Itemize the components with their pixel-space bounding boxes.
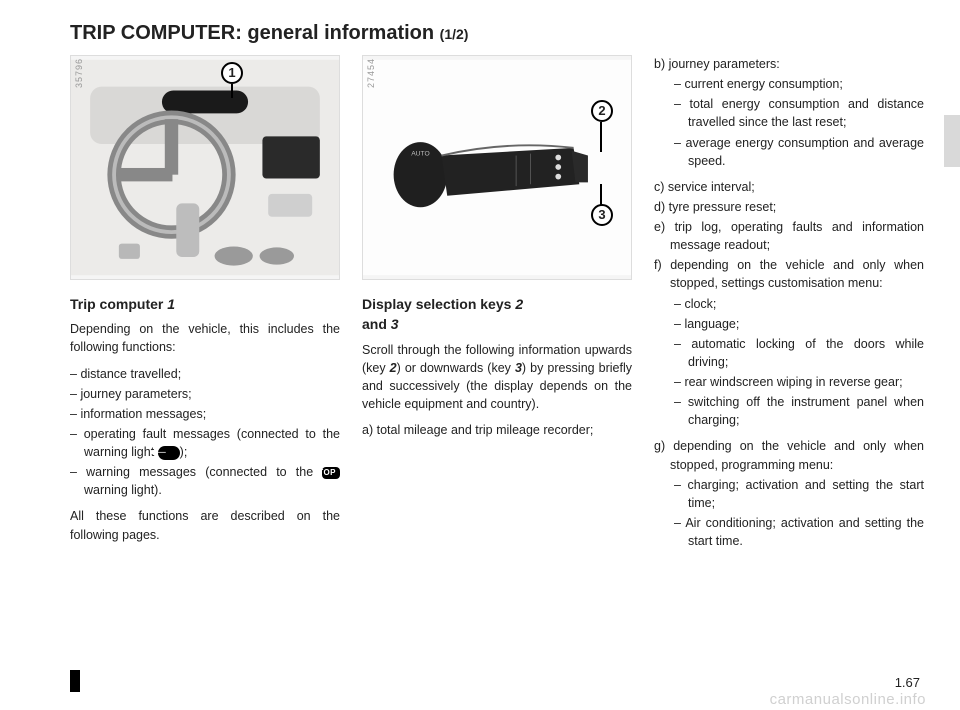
list-item: Air conditioning; activation and setting…: [674, 514, 924, 550]
columns: 35796 1: [70, 55, 924, 558]
col1-heading: Trip computer 1: [70, 294, 340, 314]
col2-list: a) total mileage and trip mileage re­cor…: [362, 421, 632, 439]
title-main: TRIP COMPUTER: general information: [70, 22, 440, 44]
li-text: warning messages (connected to the: [86, 465, 322, 479]
h-text: and: [362, 316, 391, 332]
h-num: 3: [391, 316, 399, 332]
watermark: carmanualsonline.info: [770, 691, 926, 708]
list-item: b) journey parameters: current energy co…: [654, 55, 924, 170]
li-text: warning light).: [84, 483, 162, 497]
manual-page: TRIP COMPUTER: general information (1/2)…: [0, 0, 960, 710]
h-text: Display selection keys: [362, 296, 515, 312]
list-item: c) service interval;: [654, 178, 924, 196]
list-item: language;: [674, 315, 924, 333]
list-item: g) depending on the vehicle and only whe…: [654, 437, 924, 550]
stop-icon: STOP: [322, 467, 340, 479]
list-item: rear windscreen wiping in reverse gear;: [674, 373, 924, 391]
col2-heading: Display selection keys 2 and 3: [362, 294, 632, 335]
li-text: operating fault messages (con­nected to …: [84, 427, 340, 459]
list-item: average energy consumption and average s…: [674, 134, 924, 170]
title-sub: (1/2): [440, 26, 469, 42]
h-num: 2: [515, 296, 523, 312]
key-ref: 3: [515, 361, 522, 375]
col1-outro: All these functions are described on the…: [70, 507, 340, 543]
list-item: operating fault messages (con­nected to …: [70, 425, 340, 461]
footer-mark: [70, 670, 80, 692]
callout-3: 3: [591, 204, 613, 226]
col1-heading-text: Trip computer: [70, 296, 167, 312]
li-text: );: [180, 445, 188, 459]
list-item: clock;: [674, 295, 924, 313]
p-text: ) or downwards (key: [397, 361, 515, 375]
section-tab: [944, 115, 960, 167]
col1-intro: Depending on the vehicle, this includes …: [70, 320, 340, 356]
column-3: b) journey parameters: current energy co…: [654, 55, 924, 558]
column-1: 35796 1: [70, 55, 340, 558]
list-item: f) depending on the vehicle and only whe…: [654, 256, 924, 429]
list-item: charging; activation and setting the sta…: [674, 476, 924, 512]
stalk-illustration: AUTO: [363, 56, 631, 279]
list-item: information messages;: [70, 405, 340, 423]
list-item: switching off the instrument panel when …: [674, 393, 924, 429]
list-item: current energy consumption;: [674, 75, 924, 93]
figure-stalk: 27454 AUTO 2 3: [362, 55, 632, 280]
col1-heading-num: 1: [167, 296, 175, 312]
list-item: d) tyre pressure reset;: [654, 198, 924, 216]
svg-text:AUTO: AUTO: [411, 151, 429, 158]
warning-icon: ●—: [158, 446, 180, 460]
callout-1-line: [231, 84, 233, 98]
figure-code: 35796: [71, 56, 88, 90]
callout-3-line: [600, 184, 602, 206]
col1-list: distance travelled; journey parameters; …: [70, 365, 340, 500]
callout-2-line: [600, 122, 602, 152]
col2-p1: Scroll through the following information…: [362, 341, 632, 414]
callout-1: 1: [221, 62, 243, 84]
dashboard-illustration: [71, 56, 339, 279]
figure-code: 27454: [363, 56, 380, 90]
figure-dashboard: 35796 1: [70, 55, 340, 280]
key-ref: 2: [390, 361, 397, 375]
page-title: TRIP COMPUTER: general information (1/2): [70, 22, 924, 45]
list-item: warning messages (connected to the STOP …: [70, 463, 340, 499]
list-item: total energy consumption and distance tr…: [674, 95, 924, 131]
list-item: distance travelled;: [70, 365, 340, 383]
column-2: 27454 AUTO 2 3: [362, 55, 632, 558]
col3-list: b) journey parameters: current energy co…: [654, 55, 924, 550]
list-item: automatic locking of the doors while dri…: [674, 335, 924, 371]
list-item: e) trip log, operating faults and inform…: [654, 218, 924, 254]
callout-2: 2: [591, 100, 613, 122]
page-number: 1.67: [895, 675, 920, 690]
list-item: a) total mileage and trip mileage re­cor…: [362, 421, 632, 439]
list-item: journey parameters;: [70, 385, 340, 403]
